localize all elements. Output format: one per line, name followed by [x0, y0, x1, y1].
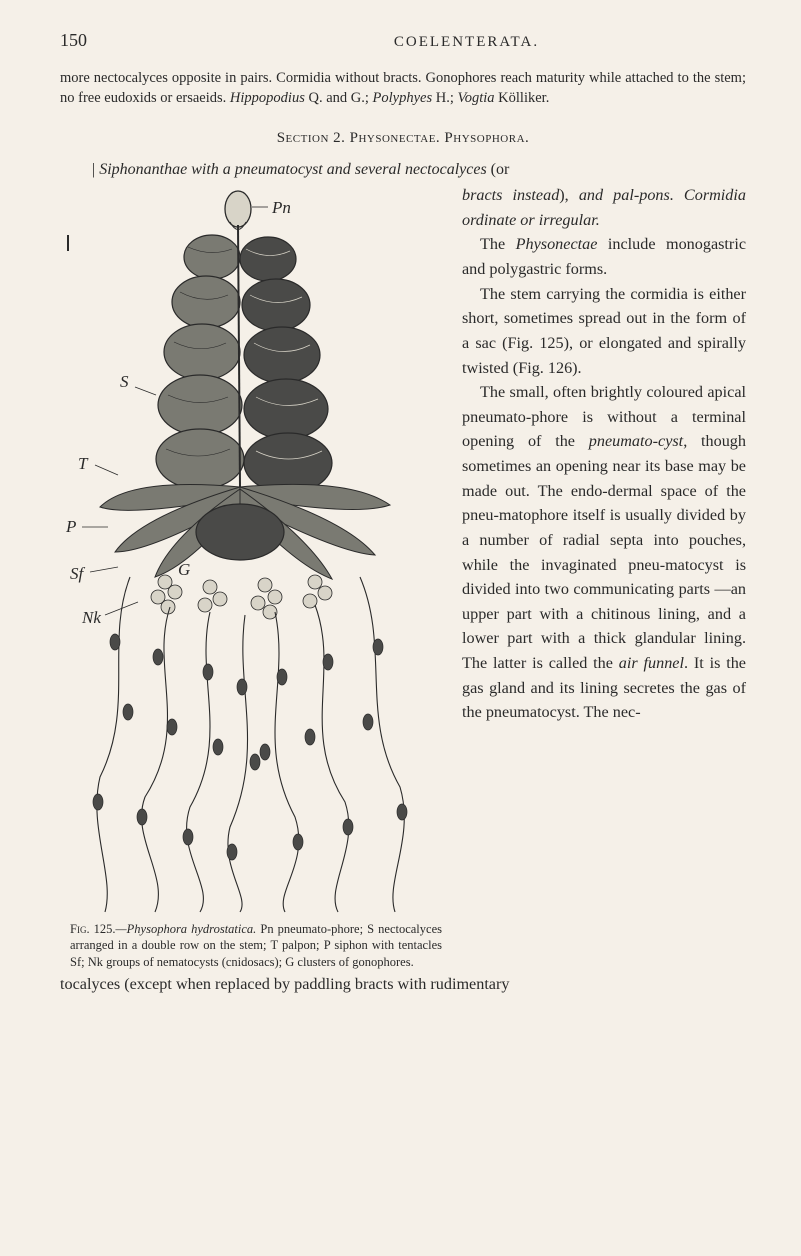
header: 150 COELENTERATA.	[60, 30, 746, 51]
intro-genus-1: Hippopodius	[230, 90, 305, 106]
label-t: T	[78, 454, 89, 473]
bottom-continuation: tocalyces (except when replaced by paddl…	[60, 970, 746, 997]
pneumatophore-shape	[225, 191, 251, 227]
tentacles	[97, 577, 404, 912]
lead-ital-b: and several nectocalyces	[327, 161, 487, 178]
caption-species: —Physophora hydrostatica.	[116, 922, 257, 936]
section-heading: Section 2. Physonectae. Physophora.	[60, 130, 746, 147]
label-p: P	[65, 517, 76, 536]
p2-b: Physonectae	[516, 235, 598, 253]
p4-c: , though sometimes an opening near its b…	[462, 432, 746, 672]
figure-caption: Fig. 125.—Physophora hydrostatica. Pn pn…	[60, 917, 448, 970]
lead-tail: (or	[487, 161, 510, 178]
page: 150 COELENTERATA. more nectocalyces oppo…	[0, 0, 801, 1256]
intro-mid1: Q. and G.;	[305, 90, 373, 106]
lead-ital-a: Siphonanthae with a pneumatocyst	[99, 161, 323, 178]
intro-genus-2: Polyphyes	[373, 90, 433, 106]
p2-a: The	[480, 235, 516, 253]
body-area: | Siphonanthae with a pneumatocyst and s…	[60, 161, 746, 996]
lead-sentence: | Siphonanthae with a pneumatocyst and s…	[60, 161, 746, 179]
running-head: COELENTERATA.	[394, 34, 539, 51]
p1-b: ),	[559, 186, 579, 204]
intro-mid2: H.;	[432, 90, 457, 106]
figure-column: Pn S T P Sf Nk G Fig. 125.—Physophora hy…	[60, 187, 448, 970]
p4-b: pneumato-cyst	[589, 432, 683, 450]
intro-paragraph: more nectocalyces opposite in pairs. Cor…	[60, 69, 746, 108]
label-s: S	[120, 372, 129, 391]
intro-genus-3: Vogtia	[457, 90, 494, 106]
caption-lead: Fig. 125.	[70, 922, 116, 936]
label-sf: Sf	[70, 564, 86, 583]
cnidosacs	[93, 634, 407, 860]
p4-d: air funnel	[619, 654, 684, 672]
p1-ital-a: bracts instead	[462, 186, 559, 204]
figure-illustration: Pn S T P Sf Nk G	[60, 187, 448, 917]
intro-end: Kölliker.	[495, 90, 550, 106]
nectocalyces-group	[156, 235, 332, 493]
label-g: G	[178, 560, 190, 579]
label-pn: Pn	[271, 198, 291, 217]
label-nk: Nk	[81, 608, 101, 627]
page-number: 150	[60, 30, 87, 51]
p3: The stem carrying the cormidia is either…	[462, 285, 746, 377]
